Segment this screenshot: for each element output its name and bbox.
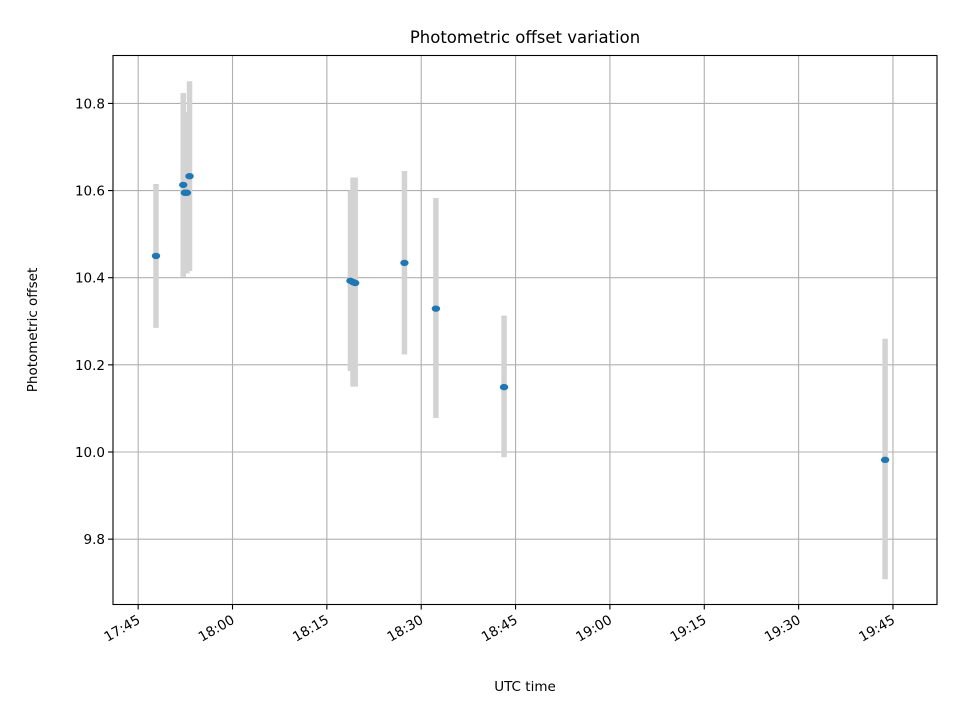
data-point <box>185 172 194 180</box>
data-point <box>400 259 409 267</box>
data-point <box>499 383 509 391</box>
data-point <box>431 305 441 312</box>
y-tick-label: 9.8 <box>84 532 105 548</box>
data-point <box>182 189 192 196</box>
y-tick-label: 10.8 <box>75 96 105 112</box>
y-tick-label: 10.6 <box>75 184 105 200</box>
grid-layer <box>113 55 937 605</box>
chart-title: Photometric offset variation <box>410 28 640 47</box>
data-point <box>350 279 360 287</box>
y-tick-label: 10.2 <box>75 358 105 374</box>
y-axis-label: Photometric offset <box>25 268 41 392</box>
y-tick-label: 10.0 <box>75 445 105 461</box>
data-point <box>880 456 890 464</box>
data-point <box>151 252 161 260</box>
point-layer <box>151 172 890 464</box>
x-axis-label: UTC time <box>494 679 556 695</box>
plot-frame <box>112 54 938 606</box>
data-point <box>179 181 188 189</box>
y-tick-label: 10.4 <box>75 271 105 287</box>
